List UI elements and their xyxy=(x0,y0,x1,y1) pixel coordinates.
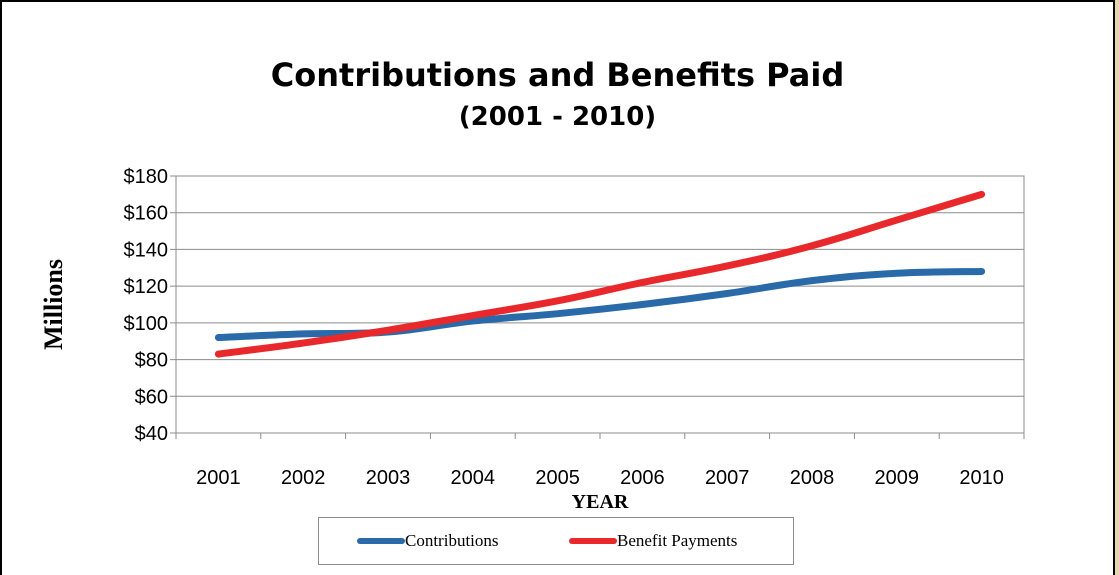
y-tick-label: $180 xyxy=(124,166,169,188)
x-tick-label: 2010 xyxy=(959,467,1004,489)
x-axis-ticks xyxy=(175,433,1025,439)
x-axis-tick-labels: 2001 2002 2003 2004 2005 2006 2007 2008 2009 2010 xyxy=(196,467,1004,489)
series-lines xyxy=(214,190,986,358)
y-tick-label: $120 xyxy=(124,276,169,298)
x-tick-label: 2001 xyxy=(196,467,241,489)
legend-label-benefit-payments: Benefit Payments xyxy=(617,531,738,550)
series-line-contributions xyxy=(214,267,986,342)
x-tick-label: 2009 xyxy=(875,467,920,489)
x-tick-label: 2006 xyxy=(620,467,665,489)
y-tick-label: $40 xyxy=(135,423,168,445)
line-chart: $40$60$80$100$120$140$160$180 2001 2002 20… xyxy=(39,166,1025,513)
chart-subtitle: (2001 - 2010) xyxy=(458,102,657,132)
y-tick-label: $60 xyxy=(135,386,168,408)
legend-swatch-contributions xyxy=(357,538,405,544)
y-tick-label: $160 xyxy=(124,203,169,225)
legend: Contributions Benefit Payments xyxy=(318,517,794,565)
series-line-benefit-payments xyxy=(214,190,986,358)
legend-label-contributions: Contributions xyxy=(405,531,499,550)
x-tick-label: 2005 xyxy=(535,467,580,489)
gridlines xyxy=(170,175,1024,434)
y-axis-title: Millions xyxy=(39,259,68,350)
y-tick-label: $100 xyxy=(124,313,169,335)
x-tick-label: 2008 xyxy=(790,467,835,489)
y-tick-label: $80 xyxy=(135,350,168,372)
plot-area xyxy=(175,175,1025,434)
legend-item-contributions: Contributions xyxy=(357,531,499,551)
chart-title: Contributions and Benefits Paid xyxy=(270,56,845,94)
legend-swatch-benefit-payments xyxy=(569,538,617,544)
legend-item-benefit-payments: Benefit Payments xyxy=(569,531,737,551)
x-tick-label: 2003 xyxy=(366,467,411,489)
x-tick-label: 2007 xyxy=(705,467,750,489)
y-axis-tick-labels: $40 $60 $80 $100 $120 $140 $160 $180 xyxy=(124,166,169,445)
x-tick-label: 2004 xyxy=(451,467,496,489)
x-axis-title: YEAR xyxy=(572,491,629,513)
x-tick-label: 2002 xyxy=(281,467,326,489)
y-tick-label: $140 xyxy=(124,239,169,261)
